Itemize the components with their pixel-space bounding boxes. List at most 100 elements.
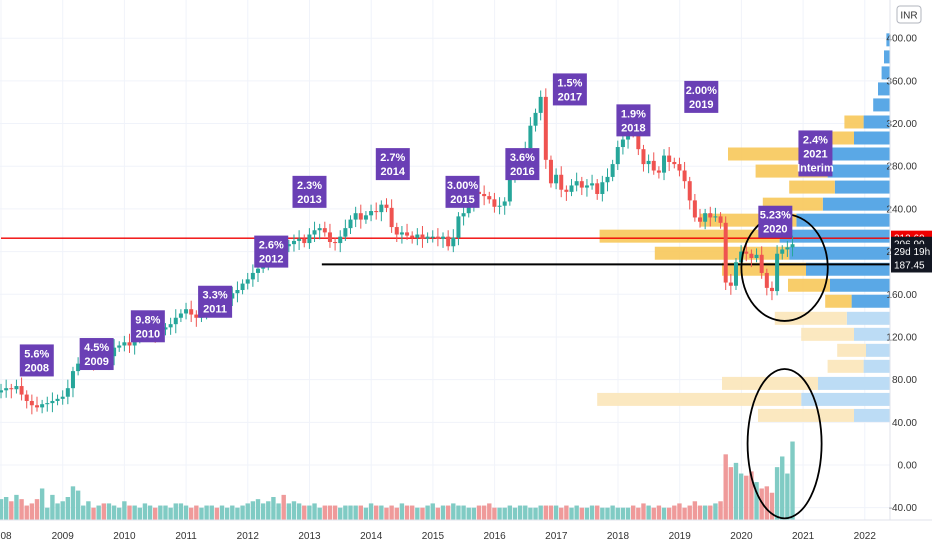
volume-bar bbox=[209, 505, 214, 520]
volume-bar bbox=[687, 505, 692, 520]
vp-bar-up bbox=[827, 164, 890, 178]
x-tick-label: 2016 bbox=[483, 531, 506, 542]
volume-bar bbox=[188, 507, 194, 520]
volume-bar bbox=[65, 497, 71, 520]
candle-body bbox=[559, 174, 564, 190]
candle-body bbox=[667, 155, 672, 162]
annotation-box bbox=[684, 80, 719, 113]
axes: 400.00360.00320.00280.00240.00200.00160.… bbox=[0, 0, 932, 542]
volume-bar bbox=[538, 505, 543, 520]
volume-bar bbox=[507, 505, 513, 520]
volume-bar bbox=[45, 507, 50, 520]
candle-body bbox=[425, 236, 430, 239]
candle-body bbox=[497, 205, 502, 207]
price-label-box bbox=[891, 244, 932, 260]
volume-bar bbox=[651, 507, 656, 520]
candle-body bbox=[769, 287, 774, 292]
volume-bar bbox=[404, 505, 410, 520]
volume-bar bbox=[682, 507, 687, 520]
candle-body bbox=[543, 96, 548, 160]
vp-bar-up bbox=[854, 131, 890, 145]
volume-bar bbox=[132, 505, 137, 520]
volume-bar bbox=[677, 503, 682, 520]
volume-bar bbox=[692, 501, 698, 520]
y-tick-label: 240.00 bbox=[886, 204, 917, 215]
candle-body bbox=[764, 272, 769, 288]
volume-bar bbox=[260, 503, 266, 520]
y-tick-label: 360.00 bbox=[886, 76, 917, 87]
candle-body bbox=[369, 211, 374, 216]
vp-bar-down bbox=[837, 343, 866, 357]
x-tick-label: 2014 bbox=[360, 531, 383, 542]
volume-bar bbox=[723, 454, 728, 520]
volume-bar bbox=[543, 505, 549, 520]
candle-body bbox=[656, 170, 661, 173]
candle-body bbox=[255, 268, 260, 273]
candle-body bbox=[733, 262, 738, 286]
candle-body bbox=[600, 182, 605, 194]
annotation-value: 2.3% bbox=[297, 180, 322, 192]
x-tick-label: 2010 bbox=[113, 531, 136, 542]
vp-bar-up bbox=[789, 246, 890, 260]
annotation-year: Interim bbox=[797, 162, 834, 174]
candle-body bbox=[34, 405, 39, 408]
candle-body bbox=[446, 236, 451, 247]
candle-body bbox=[240, 283, 245, 291]
y-tick-label: 80.00 bbox=[892, 375, 917, 386]
volume-bar bbox=[24, 505, 29, 520]
candle-body bbox=[389, 207, 394, 228]
volume-bar bbox=[605, 507, 610, 520]
volume-bar bbox=[322, 505, 328, 520]
vp-bar-up bbox=[818, 376, 890, 390]
x-tick-label: 2012 bbox=[237, 531, 260, 542]
volume-bar bbox=[358, 505, 363, 520]
annotation-box bbox=[254, 235, 289, 268]
annotation-year: 2014 bbox=[381, 166, 406, 178]
candle-body bbox=[245, 279, 250, 284]
price-label: 29d 19h bbox=[894, 247, 930, 258]
volume-bar bbox=[574, 505, 579, 520]
volume-bar bbox=[39, 488, 45, 520]
x-tick-label: 2013 bbox=[298, 531, 321, 542]
volume-bar bbox=[564, 505, 569, 520]
volume-bar bbox=[456, 505, 461, 520]
candle-body bbox=[759, 254, 764, 273]
highlight-ellipses bbox=[740, 213, 829, 520]
vp-bar-down bbox=[722, 262, 806, 276]
annotation-value: 1.9% bbox=[621, 108, 646, 120]
currency-badge[interactable]: INR bbox=[896, 5, 922, 24]
x-tick-label: 2022 bbox=[854, 531, 877, 542]
candle-body bbox=[615, 147, 620, 165]
candle-body bbox=[703, 213, 708, 222]
annotation-year: 2013 bbox=[297, 194, 321, 206]
annotation-value: 2.00% bbox=[686, 85, 717, 97]
vp-bar-up bbox=[801, 392, 890, 406]
vp-bar-down bbox=[722, 376, 818, 390]
volume-bar bbox=[425, 505, 430, 520]
vp-bar-up bbox=[846, 311, 890, 325]
vp-bar-up bbox=[881, 66, 890, 80]
candle-body bbox=[415, 234, 420, 238]
candle-body bbox=[713, 216, 718, 218]
y-tick-label: 160.00 bbox=[886, 290, 917, 301]
volume-bar bbox=[409, 505, 415, 520]
volume-bar bbox=[214, 507, 220, 520]
x-tick-label: 08 bbox=[0, 531, 12, 542]
candle-body bbox=[775, 253, 780, 292]
candle-body bbox=[338, 236, 343, 244]
annotation-box bbox=[505, 148, 540, 181]
annotation-box bbox=[79, 338, 114, 371]
annotation-year: 2015 bbox=[450, 194, 474, 206]
volume-bar bbox=[440, 505, 446, 520]
volume-bar bbox=[718, 501, 723, 520]
volume-bar bbox=[137, 507, 142, 520]
volume-bar bbox=[548, 505, 554, 520]
annotation-year: 2016 bbox=[510, 166, 534, 178]
candle-body bbox=[641, 149, 646, 165]
volume-bar bbox=[353, 505, 358, 520]
volume-bar bbox=[296, 503, 302, 520]
annotation-year: 2021 bbox=[803, 148, 827, 160]
volume-bar bbox=[235, 507, 240, 520]
